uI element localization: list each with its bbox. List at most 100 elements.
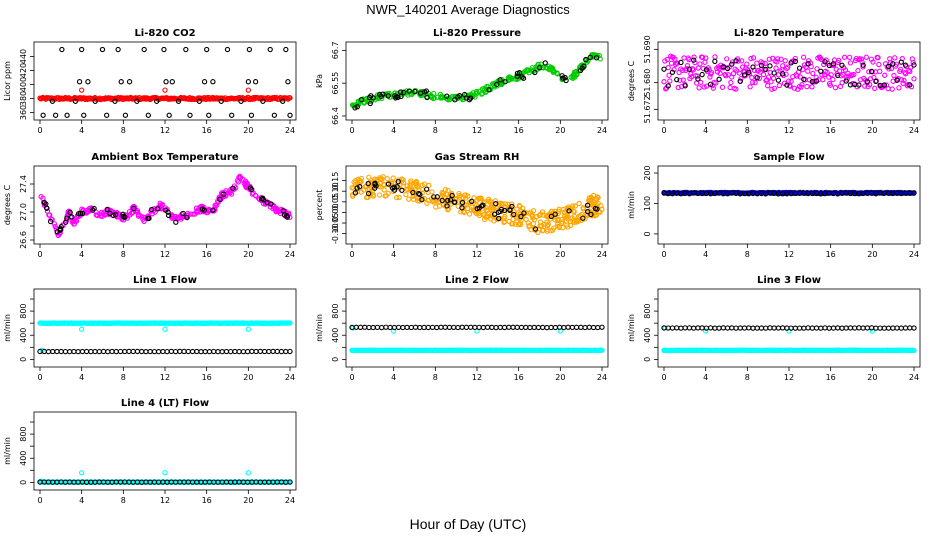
- data-point: [552, 217, 558, 223]
- data-point: [526, 210, 532, 216]
- data-point: [451, 324, 457, 330]
- y-axis-label: percent: [315, 190, 324, 221]
- data-point: [741, 325, 748, 331]
- data-point: [720, 325, 726, 331]
- panel-title: Li-820 Pressure: [433, 28, 521, 39]
- data-point: [499, 200, 505, 207]
- data-point: [836, 68, 843, 74]
- x-tick-label: 16: [514, 250, 524, 259]
- data-point: [514, 73, 520, 79]
- data-point: [814, 66, 820, 72]
- data-point: [135, 212, 142, 218]
- data-point: [126, 79, 133, 85]
- x-tick-label: 4: [703, 126, 708, 135]
- data-point: [724, 325, 731, 331]
- x-tick-label: 24: [285, 373, 295, 382]
- data-point: [851, 71, 857, 78]
- data-point: [180, 210, 186, 216]
- data-point: [860, 62, 866, 68]
- x-tick-label: 8: [433, 126, 438, 135]
- data-point: [67, 209, 73, 216]
- y-tick-label: 440: [19, 49, 28, 64]
- data-point: [134, 348, 141, 355]
- data-point: [832, 85, 839, 91]
- data-point: [523, 324, 529, 331]
- data-point: [771, 85, 778, 91]
- data-point: [530, 220, 537, 227]
- data-point: [131, 205, 137, 212]
- x-tick-label: 24: [597, 126, 607, 135]
- data-point: [805, 68, 811, 74]
- data-point: [358, 96, 365, 103]
- x-tick-label: 24: [909, 250, 919, 259]
- panel-title: Line 4 (LT) Flow: [121, 398, 209, 409]
- data-point: [469, 204, 475, 210]
- data-series: [352, 179, 600, 232]
- data-series: [661, 325, 917, 331]
- data-point: [804, 83, 810, 90]
- data-point: [599, 324, 605, 330]
- data-point: [543, 213, 550, 219]
- data-point: [813, 78, 820, 84]
- data-point: [218, 98, 224, 104]
- x-tick-label: 20: [243, 126, 253, 135]
- data-point: [551, 214, 557, 220]
- x-tick-label: 20: [867, 126, 877, 135]
- y-tick-label: 27.0: [19, 203, 28, 221]
- data-point: [444, 200, 450, 206]
- y-tick-label: 27.4: [19, 175, 28, 193]
- y-axis-label: ml/min: [627, 314, 636, 342]
- chart-panel: Li-820 Pressure kPa 0 4 8 12 16 20 24 66.4 66.55 66…: [315, 28, 609, 135]
- data-point: [172, 348, 179, 355]
- x-tick-label: 0: [661, 126, 666, 135]
- x-tick-label: 8: [433, 373, 438, 382]
- data-point: [451, 199, 458, 205]
- data-point: [160, 348, 166, 355]
- data-point: [885, 325, 892, 331]
- data-point: [891, 72, 897, 79]
- x-tick-label: 24: [597, 373, 607, 382]
- data-point: [105, 348, 111, 355]
- y-axis-label: degrees C: [3, 184, 12, 225]
- x-tick-label: 24: [909, 373, 919, 382]
- x-tick-label: 24: [285, 250, 295, 259]
- data-point: [889, 86, 895, 92]
- data-point: [856, 82, 862, 88]
- x-tick-label: 4: [79, 496, 84, 505]
- data-point: [871, 74, 877, 81]
- data-series: [350, 325, 563, 334]
- x-tick-label: 0: [349, 373, 354, 382]
- data-point: [91, 205, 97, 212]
- x-tick-label: 24: [285, 126, 295, 135]
- data-point: [246, 46, 253, 53]
- data-point: [487, 198, 494, 205]
- x-tick-label: 20: [555, 126, 565, 135]
- data-point: [412, 190, 419, 196]
- x-tick-label: 0: [661, 250, 666, 259]
- data-point: [587, 54, 593, 61]
- data-point: [799, 81, 805, 88]
- data-point: [154, 98, 160, 104]
- data-point: [248, 112, 255, 118]
- y-tick-label: 0: [331, 357, 340, 362]
- y-tick-label: 400: [19, 77, 28, 92]
- data-point: [724, 56, 730, 62]
- data-point: [440, 191, 446, 197]
- data-point: [691, 54, 697, 60]
- data-point: [69, 214, 75, 220]
- data-point: [808, 63, 814, 70]
- data-point: [779, 325, 786, 331]
- data-point: [59, 46, 65, 53]
- data-point: [818, 325, 824, 331]
- x-tick-label: 16: [826, 250, 836, 259]
- data-point: [414, 195, 420, 201]
- data-point: [473, 202, 480, 209]
- data-point: [754, 325, 760, 331]
- data-point: [548, 66, 554, 72]
- data-point: [847, 60, 854, 66]
- x-tick-label: 8: [121, 250, 126, 259]
- data-point: [438, 324, 444, 330]
- data-point: [378, 93, 384, 100]
- data-point: [284, 95, 290, 101]
- data-point: [201, 207, 207, 213]
